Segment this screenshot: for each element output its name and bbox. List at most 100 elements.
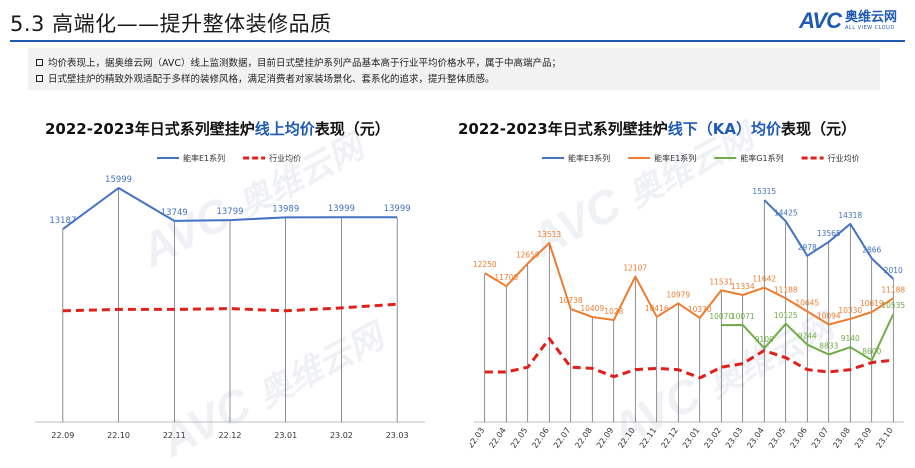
x-tick-label: 23.09 xyxy=(853,426,874,450)
data-label: 9244 xyxy=(798,332,817,341)
x-tick-label: 22.12 xyxy=(659,426,680,450)
legend-label: 行业均价 xyxy=(269,153,301,163)
chart-title-post: 表现（元） xyxy=(780,120,856,138)
page-title: 5.3 高端化——提升整体装修品质 xyxy=(10,12,332,36)
chart-title-online: 2022-2023年日式系列壁挂炉线上均价表现（元） xyxy=(45,118,390,139)
x-tick-label: 22.05 xyxy=(509,426,530,450)
x-tick-label: 23.02 xyxy=(330,431,353,440)
x-tick-label: 23.04 xyxy=(745,426,766,450)
chart-title-pre: 2022-2023年日式系列壁挂炉 xyxy=(45,120,255,138)
note-text: 均价表现上，据奥维云网（AVC）线上监测数据，目前日式壁挂炉系列产品基本高于行业… xyxy=(48,58,562,69)
note-text: 日式壁挂炉的精致外观适配于多样的装修风格，满足消费者对家装场景化、套系化的追求，… xyxy=(48,74,495,85)
data-label: 8833 xyxy=(819,342,838,351)
series-line xyxy=(484,242,894,326)
data-label: 13999 xyxy=(328,204,355,214)
logo-en: ALL VIEW CLOUD xyxy=(844,25,895,31)
x-tick-label: 22.06 xyxy=(530,426,551,450)
avc-logo: AVC 奥维云网 ALL VIEW CLOUD xyxy=(799,8,897,34)
series-line xyxy=(721,313,895,362)
data-label: 13999 xyxy=(384,204,411,214)
data-label: 10125 xyxy=(774,311,798,320)
data-label: 10619 xyxy=(860,299,884,308)
x-tick-label: 22.09 xyxy=(51,431,74,440)
data-label: 2978 xyxy=(798,243,817,252)
x-tick-label: 23.02 xyxy=(702,426,723,450)
square-bullet-icon xyxy=(36,58,43,66)
x-tick-label: 22.03 xyxy=(470,426,486,450)
data-label: 10094 xyxy=(817,311,841,320)
square-bullet-icon xyxy=(36,74,43,82)
data-label: 11188 xyxy=(774,285,798,294)
series-line xyxy=(62,302,398,313)
data-label: 13187 xyxy=(49,216,76,226)
data-label: 10070 xyxy=(709,312,733,321)
x-tick-label: 22.09 xyxy=(595,426,616,450)
data-label: 13513 xyxy=(537,230,561,239)
x-tick-label: 23.07 xyxy=(810,426,831,450)
x-tick-label: 23.05 xyxy=(767,426,788,450)
logo-mark: AVC xyxy=(799,8,842,33)
x-tick-label: 23.01 xyxy=(681,426,702,450)
note-item: 均价表现上，据奥维云网（AVC）线上监测数据，目前日式壁挂炉系列产品基本高于行业… xyxy=(36,54,872,70)
data-label: 11531 xyxy=(709,277,733,286)
data-label: 11188 xyxy=(881,285,905,294)
legend-label: 能率G1系列 xyxy=(740,153,783,163)
logo-cn: 奥维云网 xyxy=(844,10,897,25)
legend-label: 能率E3系列 xyxy=(568,153,610,163)
data-label: 2866 xyxy=(862,245,881,254)
data-label: 12659 xyxy=(516,250,540,259)
series-line xyxy=(763,199,894,280)
x-tick-label: 22.11 xyxy=(638,426,659,450)
chart-title-pre: 2022-2023年日式系列壁挂炉 xyxy=(458,120,668,138)
note-item: 日式壁挂炉的精致外观适配于多样的装修风格，满足消费者对家装场景化、套系化的追求，… xyxy=(36,70,872,86)
x-tick-label: 23.03 xyxy=(724,426,745,450)
x-tick-label: 22.11 xyxy=(163,431,186,440)
data-label: 13565 xyxy=(817,229,841,238)
data-label: 11700 xyxy=(494,273,518,282)
online-price-chart: 能率E1系列 行业均价 13187 15999 13749 13799 13989 13999… xyxy=(35,153,425,440)
logo-text: 奥维云网 ALL VIEW CLOUD xyxy=(845,11,897,31)
data-label: 15999 xyxy=(105,175,132,185)
data-label: 10071 xyxy=(731,312,755,321)
x-tick-label: 22.07 xyxy=(552,426,573,450)
data-label: 1028 xyxy=(604,307,623,316)
title-rule xyxy=(10,40,905,42)
data-label: 12107 xyxy=(623,264,647,273)
offline-price-chart: 能率E3系列 能率E1系列 能率G1系列 行业均价 15315 14425 29781356… xyxy=(470,153,905,450)
x-tick-label: 23.03 xyxy=(386,431,409,440)
x-tick-label: 23.01 xyxy=(274,431,297,440)
data-label: 10738 xyxy=(559,296,583,305)
data-label: 13749 xyxy=(161,208,188,218)
notes-box: 均价表现上，据奥维云网（AVC）线上监测数据，目前日式壁挂炉系列产品基本高于行业… xyxy=(28,48,880,90)
x-tick-label: 23.10 xyxy=(874,426,895,450)
data-label: 11334 xyxy=(731,282,755,291)
data-label: 10370 xyxy=(688,305,712,314)
header: 5.3 高端化——提升整体装修品质 AVC 奥维云网 ALL VIEW CLOU… xyxy=(0,0,915,42)
data-label: 9100 xyxy=(755,335,774,344)
data-label: 8600 xyxy=(862,347,881,356)
x-tick-label: 22.08 xyxy=(573,426,594,450)
x-tick-label: 22.10 xyxy=(616,426,637,450)
data-label: 11642 xyxy=(752,275,776,284)
data-label: 12250 xyxy=(473,260,497,269)
chart-title-highlight: 线上均价 xyxy=(254,120,315,138)
data-label: 14318 xyxy=(838,211,862,220)
data-label: 10416 xyxy=(645,304,669,313)
x-tick-label: 22.10 xyxy=(107,431,130,440)
data-label: 10409 xyxy=(580,304,604,313)
legend-label: 行业均价 xyxy=(828,153,860,163)
data-label: 10645 xyxy=(795,298,819,307)
x-tick-label: 23.06 xyxy=(788,426,809,450)
series-line xyxy=(484,337,894,380)
data-label: 10979 xyxy=(666,290,690,299)
data-label: 9140 xyxy=(841,334,860,343)
data-label: 14425 xyxy=(774,208,798,217)
chart-title-post: 表现（元） xyxy=(314,120,390,138)
chart-title-highlight: 线下（KA）均价 xyxy=(667,120,781,138)
data-label: 2010 xyxy=(884,266,903,275)
legend-label: 能率E1系列 xyxy=(183,153,225,163)
x-tick-label: 22.04 xyxy=(487,426,508,450)
data-label: 13799 xyxy=(216,207,243,217)
data-label: 15315 xyxy=(752,187,776,196)
chart-title-offline: 2022-2023年日式系列壁挂炉线下（KA）均价表现（元） xyxy=(458,118,856,139)
